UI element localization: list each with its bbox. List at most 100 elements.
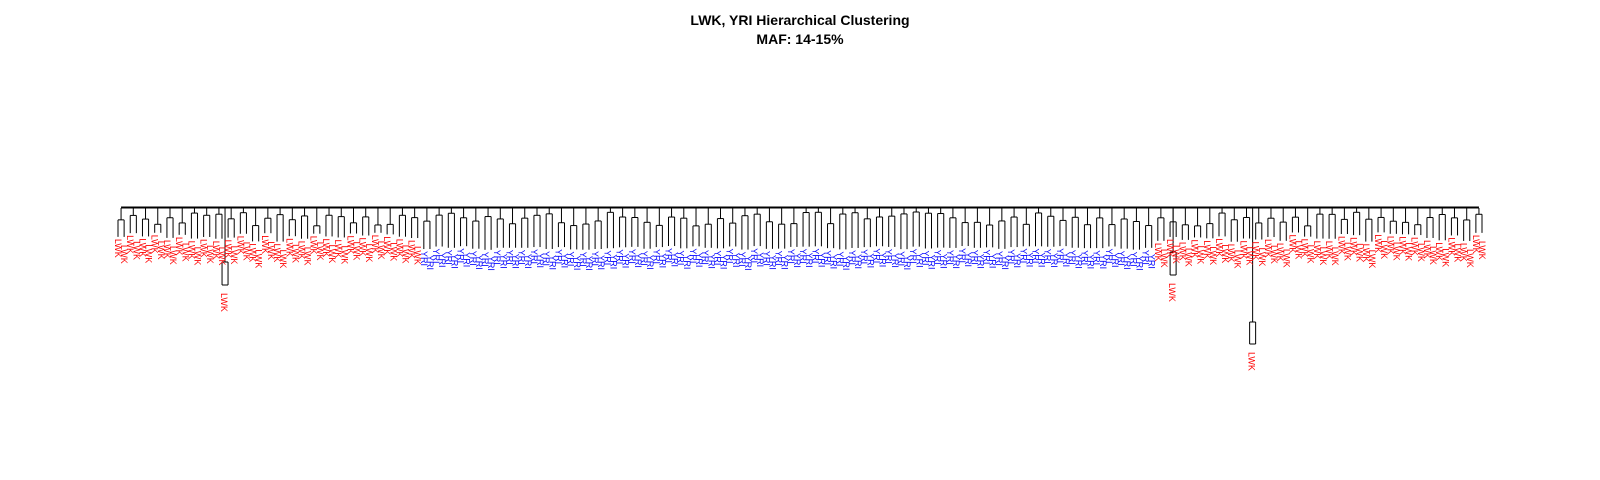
leaf-label: YRI [1086, 254, 1096, 269]
leaf-label: YRI [1000, 255, 1010, 270]
leaf-label: LWK [266, 241, 276, 260]
leaf-label: YRI [578, 252, 588, 267]
leaf-label: YRI [933, 250, 943, 265]
leaf-label: LWK [248, 243, 258, 262]
leaf-label: LWK [1471, 235, 1481, 254]
leaf-label: LWK [113, 239, 123, 258]
leaf-label: YRI [920, 250, 930, 265]
leaf-label: LWK [1397, 236, 1407, 255]
leaf-label: YRI [743, 256, 753, 271]
leaf-label: YRI [1061, 252, 1071, 267]
leaf-label: YRI [621, 253, 631, 268]
leaf-label: YRI [1079, 250, 1089, 265]
leaf-label: YRI [1067, 250, 1077, 265]
leaf-label: LWK [180, 243, 190, 262]
leaf-label: YRI [1134, 256, 1144, 271]
leaf-label: LWK [217, 247, 227, 266]
leaf-label: YRI [462, 252, 472, 267]
leaf-label: LWK [278, 250, 288, 269]
dendrogram-branches [117, 206, 1483, 345]
leaf-label: YRI [1104, 248, 1114, 263]
leaf-label: LWK [303, 247, 313, 266]
leaf-label: YRI [639, 251, 649, 266]
leaf-label: YRI [706, 254, 716, 269]
leaf-label: YRI [963, 252, 973, 267]
leaf-label: LWK [333, 239, 343, 258]
leaf-label: YRI [676, 250, 686, 265]
leaf-label: LWK [1416, 243, 1426, 262]
leaf-label: LWK [345, 236, 355, 255]
leaf-label: YRI [480, 252, 490, 267]
leaf-label: YRI [590, 251, 600, 266]
leaf-label: LWK [1453, 243, 1463, 262]
leaf-label: LWK [235, 236, 245, 255]
leaf-label: YRI [902, 255, 912, 270]
leaf-label: YRI [1037, 252, 1047, 267]
leaf-label: LWK [137, 238, 147, 257]
leaf-label: YRI [957, 248, 967, 263]
leaf-label: LWK [1367, 250, 1377, 269]
leaf-label: YRI [560, 253, 570, 268]
leaf-label: LWK [321, 238, 331, 257]
figure-subtitle: MAF: 14-15% [756, 31, 844, 47]
leaf-label: LWK [1269, 245, 1279, 264]
leaf-label: YRI [725, 249, 735, 264]
leaf-label: LWK [150, 235, 160, 254]
leaf-label: YRI [627, 249, 637, 264]
leaf-label: YRI [1024, 252, 1034, 267]
leaf-label: YRI [1141, 250, 1151, 265]
leaf-label: LWK [1251, 242, 1261, 261]
leaf-label: LWK [125, 235, 135, 254]
leaf-label: YRI [969, 250, 979, 265]
leaf-label: LWK [296, 241, 306, 260]
leaf-label: YRI [651, 249, 661, 264]
leaf-label: YRI [1030, 248, 1040, 263]
leaf-label: LWK [1330, 247, 1340, 266]
leaf-label: LWK [229, 246, 239, 265]
leaf-label: LWK [1220, 244, 1230, 263]
leaf-label: YRI [853, 254, 863, 269]
leaf-label: YRI [908, 249, 918, 264]
leaf-label: YRI [663, 248, 673, 263]
leaf-label: YRI [774, 251, 784, 266]
leaf-label: LWK [1336, 236, 1346, 255]
leaf-label: YRI [682, 254, 692, 269]
leaf-label: YRI [804, 253, 814, 268]
leaf-label: YRI [945, 250, 955, 265]
leaf-label: LWK [1385, 236, 1395, 255]
leaf-label: YRI [645, 255, 655, 270]
leaf-label: YRI [535, 253, 545, 268]
leaf-label: LWK [254, 249, 264, 268]
leaf-label: YRI [798, 249, 808, 264]
leaf-label: LWK [1171, 245, 1181, 264]
leaf-label: LWK [193, 247, 203, 266]
leaf-label: YRI [890, 253, 900, 268]
leaf-label: YRI [835, 251, 845, 266]
leaf-label: LWK [211, 241, 221, 260]
leaf-label: YRI [584, 256, 594, 271]
leaf-label: YRI [719, 254, 729, 269]
leaf-label: LWK [1391, 242, 1401, 261]
leaf-label: LWK [339, 245, 349, 264]
leaf-label: LWK [284, 238, 294, 257]
leaf-label: YRI [523, 254, 533, 269]
leaf-label: LWK [1153, 243, 1163, 262]
leaf-label: YRI [1098, 254, 1108, 269]
leaf-label: YRI [1043, 249, 1053, 264]
leaf-label: LWK [1294, 241, 1304, 260]
leaf-label: LWK [1190, 239, 1200, 258]
leaf-label: YRI [810, 248, 820, 263]
leaf-label: YRI [541, 251, 551, 266]
leaf-label: LWK [223, 240, 233, 259]
leaf-label: LWK [1247, 352, 1257, 371]
leaf-label: LWK [260, 235, 270, 254]
leaf-label: LWK [1300, 239, 1310, 258]
leaf-label: YRI [615, 249, 625, 264]
leaf-label: YRI [939, 254, 949, 269]
leaf-label: LWK [1238, 241, 1248, 260]
dendrogram-leaf-labels: LWKLWKLWKLWKLWKLWKLWKLWKLWKLWKLWKLWKLWKL… [113, 234, 1487, 370]
leaf-label: YRI [1055, 248, 1065, 263]
leaf-label: LWK [1404, 242, 1414, 261]
leaf-label: YRI [1006, 249, 1016, 264]
